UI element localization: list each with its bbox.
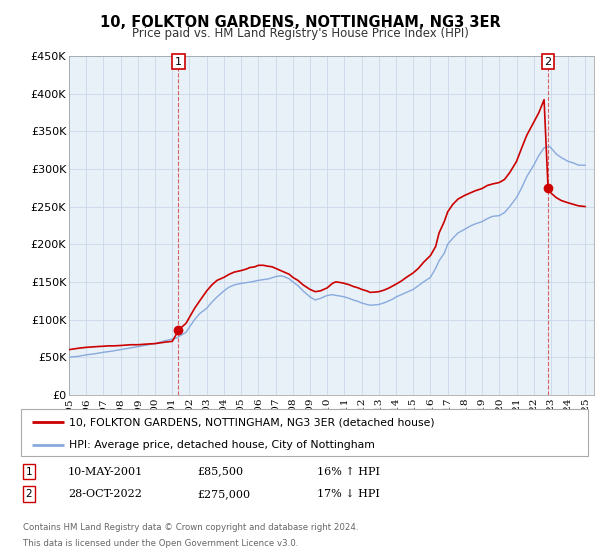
Text: HPI: Average price, detached house, City of Nottingham: HPI: Average price, detached house, City… — [69, 440, 375, 450]
Text: £85,500: £85,500 — [197, 466, 243, 477]
Text: 17% ↓ HPI: 17% ↓ HPI — [317, 489, 380, 499]
Text: 28-OCT-2022: 28-OCT-2022 — [68, 489, 142, 499]
Text: 2: 2 — [25, 489, 32, 499]
Text: Contains HM Land Registry data © Crown copyright and database right 2024.: Contains HM Land Registry data © Crown c… — [23, 523, 358, 532]
FancyBboxPatch shape — [21, 409, 588, 456]
Text: 10, FOLKTON GARDENS, NOTTINGHAM, NG3 3ER: 10, FOLKTON GARDENS, NOTTINGHAM, NG3 3ER — [100, 15, 500, 30]
Text: This data is licensed under the Open Government Licence v3.0.: This data is licensed under the Open Gov… — [23, 539, 298, 548]
Text: 2: 2 — [544, 57, 551, 67]
Text: 10, FOLKTON GARDENS, NOTTINGHAM, NG3 3ER (detached house): 10, FOLKTON GARDENS, NOTTINGHAM, NG3 3ER… — [69, 417, 435, 427]
Text: 1: 1 — [25, 466, 32, 477]
Text: 10-MAY-2001: 10-MAY-2001 — [68, 466, 143, 477]
Text: £275,000: £275,000 — [197, 489, 250, 499]
Text: 1: 1 — [175, 57, 182, 67]
Text: 16% ↑ HPI: 16% ↑ HPI — [317, 466, 380, 477]
Text: Price paid vs. HM Land Registry's House Price Index (HPI): Price paid vs. HM Land Registry's House … — [131, 27, 469, 40]
